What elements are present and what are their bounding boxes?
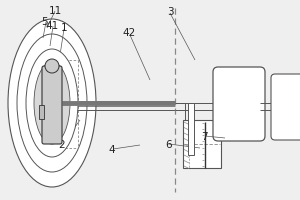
Ellipse shape <box>34 62 70 144</box>
Text: 5: 5 <box>42 17 48 27</box>
Bar <box>39 105 44 119</box>
Text: 11: 11 <box>48 6 62 16</box>
FancyBboxPatch shape <box>213 67 265 141</box>
Text: 2: 2 <box>59 140 65 150</box>
Ellipse shape <box>17 34 87 172</box>
Text: 7: 7 <box>201 132 207 142</box>
Circle shape <box>45 59 59 73</box>
Text: 3: 3 <box>167 7 173 17</box>
Bar <box>183 120 221 168</box>
FancyBboxPatch shape <box>271 74 300 140</box>
Ellipse shape <box>8 19 96 187</box>
Text: 41: 41 <box>45 21 58 31</box>
Ellipse shape <box>26 49 78 157</box>
Text: 42: 42 <box>122 28 136 38</box>
Bar <box>188 103 194 155</box>
Text: 6: 6 <box>166 140 172 150</box>
Text: 1: 1 <box>61 23 67 33</box>
FancyBboxPatch shape <box>42 66 62 144</box>
Text: 4: 4 <box>109 145 115 155</box>
